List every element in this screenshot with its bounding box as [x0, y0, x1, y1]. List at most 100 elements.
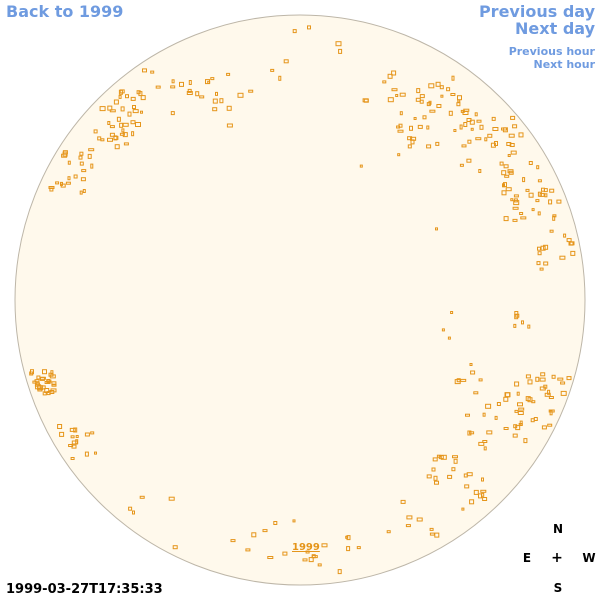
region-marker [502, 183, 505, 188]
region-marker [114, 144, 120, 150]
region-marker [539, 267, 544, 271]
region-marker [479, 124, 484, 130]
region-marker [119, 89, 125, 94]
region-marker [121, 128, 125, 133]
region-marker [473, 489, 479, 495]
back-to-year-link[interactable]: Back to 1999 [6, 2, 124, 21]
region-marker [79, 190, 83, 195]
region-marker [503, 427, 509, 430]
region-marker [570, 250, 576, 256]
region-marker [543, 188, 548, 193]
region-marker [515, 313, 520, 318]
region-marker [474, 112, 478, 117]
region-marker [501, 170, 507, 176]
region-marker [480, 489, 487, 493]
region-marker [528, 192, 534, 198]
region-marker [464, 484, 470, 489]
region-marker [128, 506, 133, 511]
region-marker [187, 88, 192, 93]
region-marker [543, 244, 549, 250]
region-marker [454, 379, 461, 385]
next-hour-link[interactable]: Next hour [533, 58, 596, 71]
region-marker [79, 161, 84, 166]
region-marker [485, 403, 492, 409]
region-marker [78, 155, 83, 160]
region-marker [94, 451, 97, 455]
region-marker [469, 363, 473, 366]
region-marker [501, 190, 507, 196]
region-marker [478, 378, 483, 382]
region-marker [513, 200, 520, 206]
magnetic-region-markers [29, 25, 576, 575]
region-marker [123, 142, 129, 146]
region-marker [119, 132, 125, 136]
region-marker [522, 177, 526, 183]
region-marker [448, 110, 453, 116]
region-marker [273, 521, 278, 525]
region-marker [413, 117, 417, 120]
region-marker [113, 99, 119, 105]
region-marker [57, 424, 63, 429]
region-marker [419, 94, 425, 99]
previous-day-link[interactable]: Previous day [478, 2, 595, 21]
region-marker [407, 144, 412, 149]
compass-east: E [522, 551, 532, 565]
region-marker [70, 435, 75, 439]
region-marker [251, 532, 257, 538]
region-marker [467, 139, 472, 144]
region-marker [230, 539, 236, 543]
region-marker [513, 194, 519, 198]
region-marker [406, 515, 413, 520]
region-marker [429, 527, 434, 531]
region-marker [481, 477, 484, 482]
region-marker [447, 336, 451, 340]
region-marker [537, 211, 541, 216]
region-marker [226, 72, 231, 76]
region-marker [487, 133, 493, 138]
region-marker [42, 369, 47, 375]
region-marker [73, 427, 78, 433]
region-marker [469, 499, 475, 505]
region-marker [462, 111, 469, 115]
region-marker [463, 122, 468, 127]
region-marker [453, 458, 458, 464]
region-marker [212, 107, 218, 112]
region-marker [416, 517, 423, 522]
region-marker [99, 106, 106, 112]
region-marker [398, 123, 403, 128]
region-marker [419, 99, 424, 104]
region-marker [537, 179, 542, 183]
region-marker [397, 153, 401, 157]
region-marker [195, 91, 200, 97]
region-marker [170, 111, 175, 116]
region-marker [113, 135, 118, 141]
region-marker [486, 430, 493, 435]
region-marker [547, 389, 551, 395]
region-marker [540, 372, 546, 377]
region-marker [130, 96, 136, 101]
region-marker [335, 41, 342, 47]
region-marker [122, 132, 128, 138]
region-marker [215, 91, 218, 96]
year-link[interactable]: 1999 [292, 542, 320, 553]
region-marker [560, 390, 567, 396]
region-marker [32, 380, 37, 384]
region-marker [109, 109, 116, 113]
region-marker [543, 261, 549, 266]
region-marker [40, 385, 46, 390]
region-marker [150, 70, 155, 74]
previous-hour-link[interactable]: Previous hour [508, 45, 595, 58]
region-marker [478, 169, 482, 173]
region-marker [139, 495, 145, 499]
next-day-link[interactable]: Next day [515, 19, 595, 38]
region-marker [292, 519, 296, 523]
region-marker [459, 124, 463, 130]
region-marker [207, 80, 211, 84]
region-marker [131, 131, 135, 137]
region-marker [517, 402, 523, 407]
region-marker [435, 141, 440, 146]
region-marker [199, 95, 205, 99]
region-marker [450, 311, 454, 314]
region-marker [400, 499, 406, 504]
region-marker [494, 415, 498, 420]
